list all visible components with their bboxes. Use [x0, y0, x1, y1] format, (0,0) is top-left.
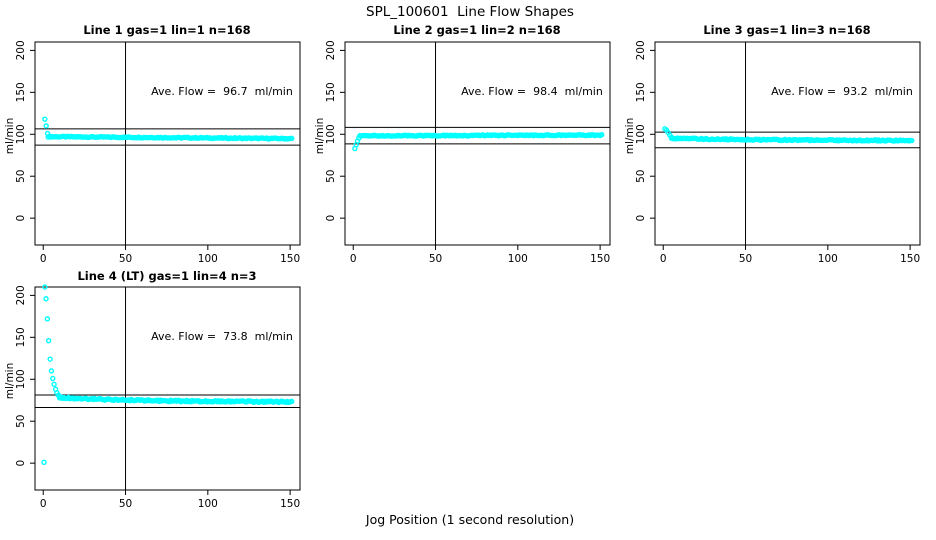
plot4-border — [34, 286, 301, 491]
plot4-y-tick-label: 100 — [15, 369, 27, 389]
plot1-x-tick-label: 50 — [119, 253, 132, 265]
plot3-y-tick-label: 100 — [635, 124, 647, 144]
figure-title: SPL_100601 Line Flow Shapes — [366, 4, 574, 20]
plot1-y-tick-label: 100 — [15, 124, 27, 144]
plot2-y-tick-label: 200 — [325, 40, 337, 60]
plot3-x-tick-label: 100 — [818, 253, 838, 265]
plot2-title: Line 2 gas=1 lin=2 n=168 — [393, 23, 560, 37]
plot4-data-point — [43, 296, 49, 302]
plot4-x-tick-label: 0 — [40, 498, 47, 510]
plot3-y-tick-label: 200 — [635, 40, 647, 60]
plot2-y-tick-label: 150 — [325, 82, 337, 102]
plot3-y-axis-label: ml/min — [624, 118, 636, 154]
plot1-x-tick-label: 0 — [40, 253, 47, 265]
plot1-data-point — [43, 123, 49, 129]
plot2-y-axis-label: ml/min — [314, 118, 326, 154]
plot2-y-tick-label: 0 — [325, 215, 337, 222]
plot1-band-point — [289, 135, 295, 142]
plot4-outlier-point — [41, 459, 47, 466]
plot4-ave-flow-annotation: Ave. Flow = 73.8 ml/min — [151, 330, 293, 343]
plot3-x-tick-label: 0 — [660, 253, 667, 265]
plot4-y-tick-label: 0 — [15, 460, 27, 467]
plot2-ave-flow-annotation: Ave. Flow = 98.4 ml/min — [461, 85, 603, 98]
plot1-y-tick-label: 150 — [15, 82, 27, 102]
plot1-data-point — [42, 116, 48, 122]
plot3-title: Line 3 gas=1 lin=3 n=168 — [703, 23, 870, 37]
plot2-x-tick-label: 50 — [429, 253, 442, 265]
plot2-x-tick-label: 0 — [350, 253, 357, 265]
plot1-x-tick-label: 100 — [198, 253, 218, 265]
plot4-data-point — [42, 284, 48, 290]
plot4-x-tick-label: 150 — [280, 498, 300, 510]
plot1-ave-flow-annotation: Ave. Flow = 96.7 ml/min — [151, 85, 293, 98]
plot2-y-tick-label: 100 — [325, 124, 337, 144]
plot3-y-tick-label: 0 — [635, 215, 647, 222]
plot3-y-tick-label: 150 — [635, 82, 647, 102]
plot4-title: Line 4 (LT) gas=1 lin=4 n=3 — [77, 269, 256, 283]
plot4-data-point — [44, 316, 51, 322]
plot1-y-axis-label: ml/min — [4, 118, 16, 154]
plot4-x-tick-label: 100 — [198, 498, 218, 510]
plot4-data-point — [47, 356, 53, 362]
plot3-y-tick-label: 50 — [635, 170, 647, 183]
plot2-y-tick-label: 50 — [325, 170, 337, 183]
plot3-ave-flow-annotation: Ave. Flow = 93.2 ml/min — [771, 85, 913, 98]
plot1-x-tick-label: 150 — [280, 253, 300, 265]
plot3-band-point — [909, 137, 915, 144]
plots-generated-graphics: 0 50 100 150 0 50 100 150 200 0 50 100 150 0 50 100 150 2… — [15, 40, 921, 510]
plot1-y-tick-label: 50 — [15, 170, 27, 183]
plot4-data-point — [50, 375, 56, 382]
plot4-band-point — [289, 398, 295, 405]
plot2-x-tick-label: 100 — [508, 253, 528, 265]
plot2-band-point — [599, 131, 605, 138]
plot4-y-tick-label: 50 — [15, 415, 27, 428]
plot3-border — [654, 41, 921, 246]
plot4-x-tick-label: 50 — [119, 498, 132, 510]
plot4-data-point — [48, 368, 55, 374]
plot4-data-point — [45, 337, 52, 344]
plot4-y-tick-label: 200 — [15, 285, 27, 305]
plot1-y-tick-label: 0 — [15, 215, 27, 222]
plot1-title: Line 1 gas=1 lin=1 n=168 — [83, 23, 250, 37]
plot2-x-tick-label: 150 — [590, 253, 610, 265]
plot1-border — [34, 41, 301, 246]
plot4-y-tick-label: 150 — [15, 327, 27, 347]
plot3-x-tick-label: 150 — [900, 253, 920, 265]
plot3-x-tick-label: 50 — [739, 253, 752, 265]
plot4-y-axis-label: ml/min — [4, 363, 16, 399]
plot1-y-tick-label: 200 — [15, 40, 27, 60]
plot4-data-point — [51, 381, 57, 388]
x-axis-label: Jog Position (1 second resolution) — [365, 512, 574, 527]
